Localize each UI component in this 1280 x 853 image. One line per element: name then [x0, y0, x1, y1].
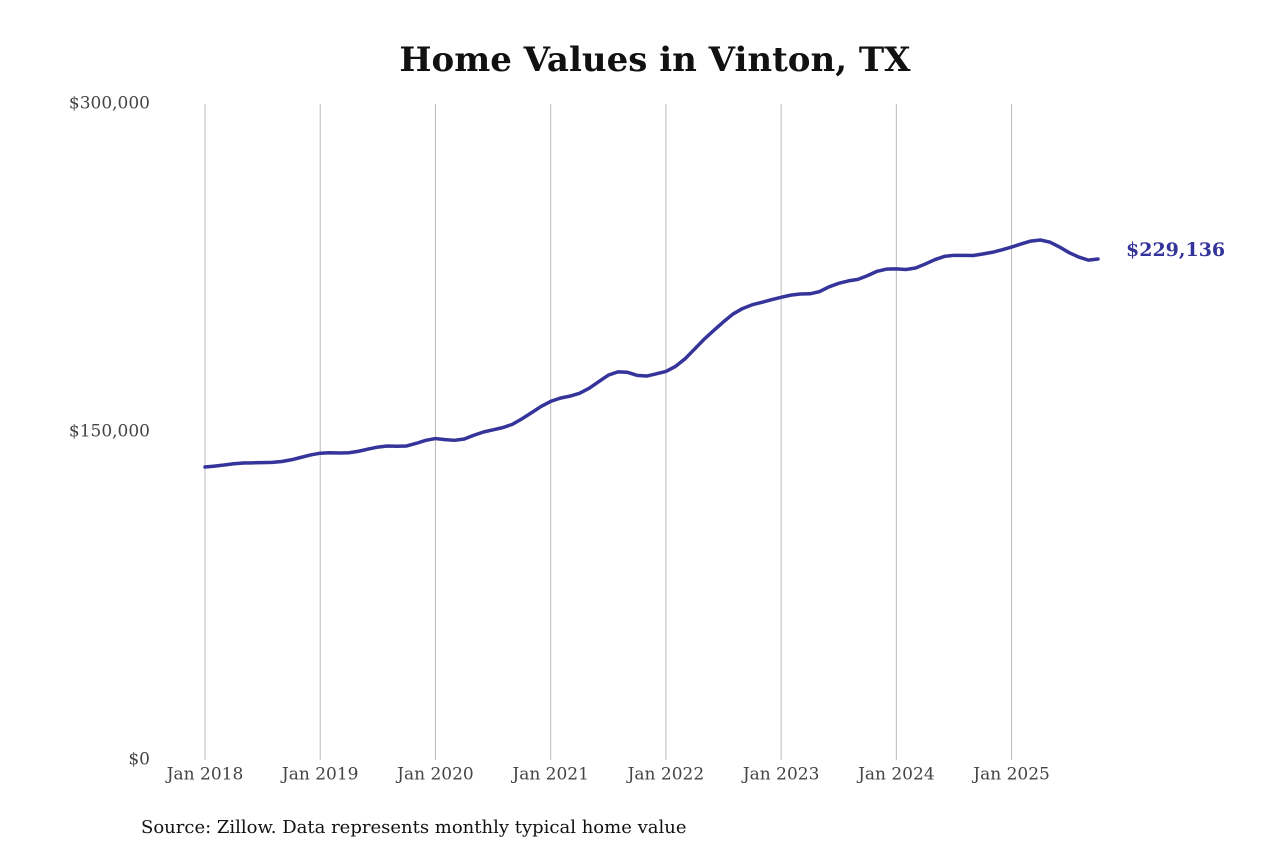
x-tick-label: Jan 2020 — [395, 765, 474, 785]
x-tick-label: Jan 2018 — [165, 765, 244, 785]
x-tick-label: Jan 2023 — [741, 765, 820, 785]
x-tick-label: Jan 2025 — [971, 765, 1050, 785]
y-tick-label: $300,000 — [69, 94, 150, 114]
x-tick-label: Jan 2022 — [626, 765, 705, 785]
y-tick-label: $0 — [128, 750, 150, 770]
source-note: Source: Zillow. Data represents monthly … — [141, 817, 687, 838]
x-tick-label: Jan 2021 — [510, 765, 589, 785]
line-series — [203, 238, 1100, 469]
data-label: $229,136 — [1126, 239, 1225, 261]
y-tick-label: $150,000 — [69, 422, 150, 442]
x-tick-label: Jan 2019 — [280, 765, 359, 785]
x-tick-label: Jan 2024 — [856, 765, 935, 785]
chart-title: Home Values in Vinton, TX — [399, 40, 911, 80]
